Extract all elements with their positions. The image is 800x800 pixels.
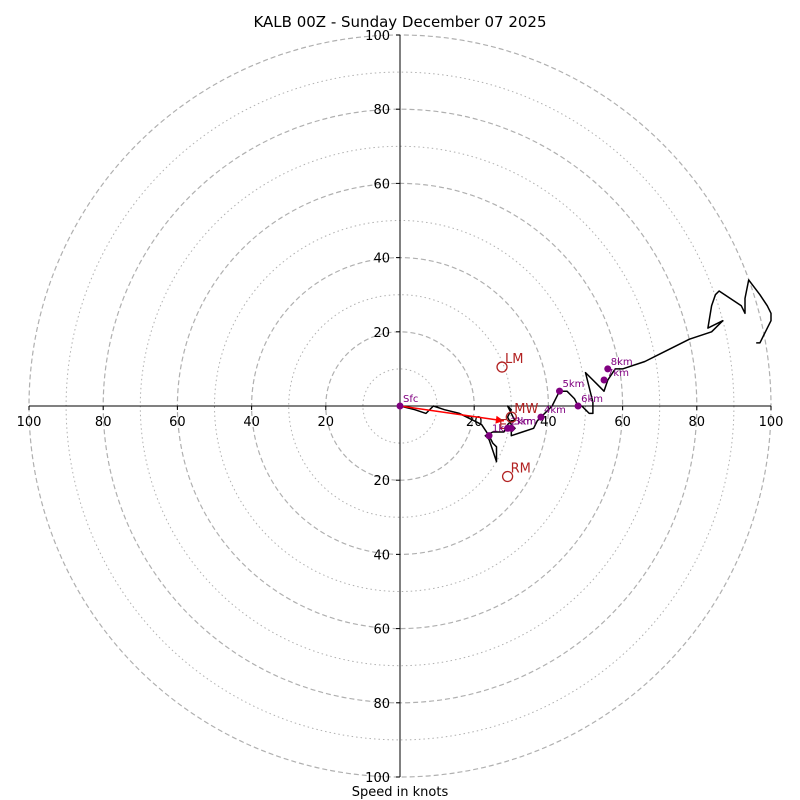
height-marker-3km (507, 424, 515, 432)
height-marker-6km (574, 402, 582, 410)
height-marker-label: 2km (511, 416, 533, 427)
y-tick-label: 60 (373, 623, 390, 638)
shear-vector-line (399, 405, 504, 422)
y-tick-label: 60 (373, 177, 390, 192)
y-tick-label: 100 (365, 29, 390, 44)
y-tick-label: 80 (373, 697, 390, 712)
x-tick-label: 60 (169, 415, 186, 430)
height-marker-label: 3km (514, 416, 536, 427)
storm-motion-lm (496, 361, 508, 373)
height-marker-label: 6km (581, 394, 603, 405)
x-tick-label: 40 (540, 415, 557, 430)
shear-vector-label: E (499, 418, 507, 433)
storm-motion-mw (505, 411, 517, 423)
y-tick-label: 20 (373, 474, 390, 489)
height-marker-label: 8km (611, 357, 633, 368)
storm-motion-markers: LM RM MW (496, 352, 539, 483)
x-tick-label: 80 (689, 415, 706, 430)
height-marker-8km (604, 365, 612, 373)
height-marker-4km (537, 413, 545, 421)
storm-motion-label: LM (505, 352, 523, 367)
x-tick-label: 20 (318, 415, 335, 430)
x-tick-label: 40 (243, 415, 260, 430)
storm-motion-label: RM (511, 461, 531, 476)
tick-labels: 100 80 60 40 20 20 40 60 80 100100806040202040608… (17, 29, 784, 786)
x-axis-label: Speed in knots (352, 785, 449, 800)
x-tick-label: 80 (95, 415, 112, 430)
y-tick-label: 40 (373, 252, 390, 267)
height-marker-Sfc (396, 402, 404, 410)
hodograph-trace (399, 279, 772, 463)
height-marker-5km (556, 387, 564, 395)
hodograph-trace-layer (399, 279, 772, 463)
y-tick-label: 80 (373, 103, 390, 118)
x-tick-label: 100 (17, 415, 42, 430)
height-marker-label: 5km (563, 379, 585, 390)
height-marker-label: 4km (544, 405, 566, 416)
y-tick-label: 100 (365, 771, 390, 786)
x-tick-label: 60 (614, 415, 631, 430)
x-tick-label: 100 (759, 415, 784, 430)
y-tick-label: 40 (373, 548, 390, 563)
height-marker-label: 7km (607, 368, 629, 379)
chart-title: KALB 00Z - Sunday December 07 2025 (253, 13, 546, 31)
height-marker-1km (485, 432, 493, 440)
height-marker-label: 1km (492, 424, 514, 435)
height-marker-label: Sfc (403, 394, 418, 405)
storm-motion-label: MW (514, 402, 538, 417)
height-marker-7km (600, 376, 608, 384)
y-tick-label: 20 (373, 326, 390, 341)
shear-vector-arrowhead (495, 415, 504, 424)
shear-vector-layer: E (399, 405, 507, 433)
storm-motion-rm (501, 470, 514, 483)
